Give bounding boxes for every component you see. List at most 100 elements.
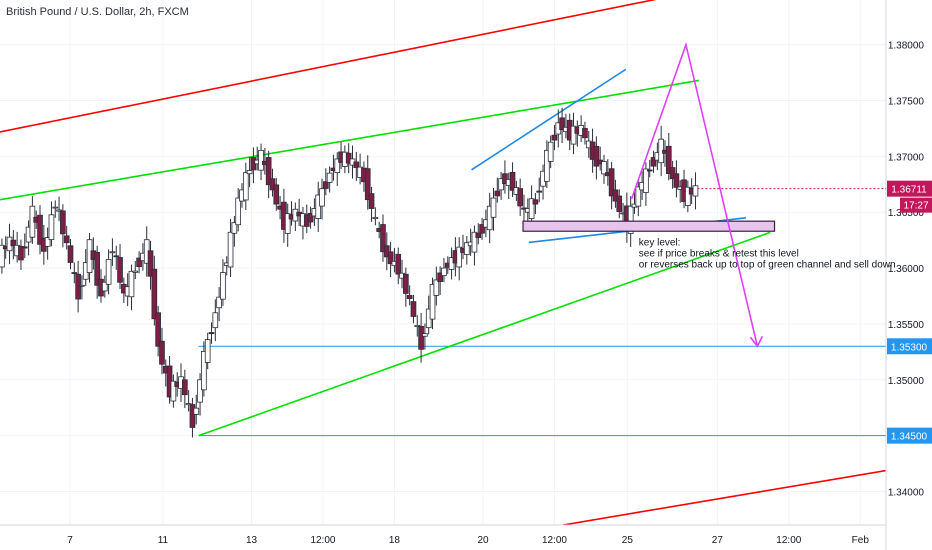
candle-body bbox=[10, 239, 17, 247]
candle-body bbox=[128, 270, 135, 298]
candle-body bbox=[79, 284, 85, 287]
candle-body bbox=[635, 186, 642, 207]
countdown-label: 17:27 bbox=[903, 201, 928, 212]
candle-body bbox=[322, 181, 329, 189]
candle-body bbox=[582, 128, 588, 139]
candle-body bbox=[170, 380, 177, 402]
annotation-line: key level: bbox=[639, 238, 681, 249]
candle-body bbox=[418, 325, 424, 350]
candle-body bbox=[189, 404, 196, 428]
candle-body bbox=[692, 185, 699, 197]
projection-path bbox=[630, 41, 759, 347]
candle-body bbox=[132, 270, 139, 273]
candle-body bbox=[0, 244, 5, 268]
candle-body bbox=[433, 279, 440, 296]
candle-body bbox=[490, 197, 497, 218]
candle-body bbox=[364, 168, 371, 201]
candle-body bbox=[509, 171, 516, 191]
candle-body bbox=[536, 190, 543, 193]
trendline bbox=[562, 469, 886, 525]
candle-body bbox=[395, 253, 402, 275]
candle-body bbox=[685, 186, 691, 206]
candle-body bbox=[67, 245, 74, 263]
candle-body bbox=[406, 295, 413, 299]
y-tick-label: 1.37000 bbox=[888, 152, 925, 163]
countdown-badge bbox=[900, 197, 932, 213]
candle-body bbox=[273, 184, 280, 205]
candle-body bbox=[201, 351, 207, 391]
candle-body bbox=[326, 172, 333, 183]
candle-body bbox=[18, 245, 24, 261]
candle-body bbox=[673, 173, 680, 188]
candle-body bbox=[608, 168, 615, 197]
candle-body bbox=[544, 149, 550, 182]
current-price-label: 1.36711 bbox=[891, 185, 927, 196]
x-tick-label: 13 bbox=[246, 535, 258, 546]
candle-body bbox=[353, 161, 360, 168]
candle-body bbox=[498, 178, 504, 191]
y-tick-label: 1.35500 bbox=[888, 320, 925, 331]
candle-body bbox=[372, 216, 379, 219]
candle-body bbox=[665, 145, 672, 174]
candle-body bbox=[159, 340, 165, 365]
y-tick-label: 1.37500 bbox=[888, 97, 925, 108]
annotation: key level:see if price breaks & retest t… bbox=[639, 238, 896, 271]
x-tick-label: Feb bbox=[852, 535, 870, 546]
candle-body bbox=[71, 272, 78, 274]
candle-body bbox=[612, 189, 619, 202]
candle-body bbox=[410, 301, 417, 317]
key-level-rectangle bbox=[522, 220, 776, 232]
candle-body bbox=[197, 379, 203, 403]
x-tick-label: 20 bbox=[477, 535, 489, 546]
candle-body bbox=[105, 259, 112, 285]
chart-title: British Pound / U.S. Dollar, 2h, FXCM bbox=[6, 6, 189, 18]
candle-body bbox=[113, 255, 120, 258]
levels-layer bbox=[198, 345, 886, 437]
candle-body bbox=[48, 214, 55, 241]
candle-body bbox=[208, 332, 215, 335]
x-tick-label: 12:00 bbox=[310, 535, 335, 546]
x-tick-label: 11 bbox=[158, 535, 169, 546]
candle-body bbox=[319, 188, 325, 207]
candle-body bbox=[147, 250, 154, 277]
candle-body bbox=[547, 141, 554, 162]
candle-body bbox=[52, 206, 59, 209]
candle-body bbox=[193, 407, 200, 415]
candle-body bbox=[570, 125, 577, 145]
candle-body bbox=[471, 231, 478, 253]
axis-labels: 1.35300 1.34500 1.36711 17:27 bbox=[697, 180, 932, 444]
level-price-label: 1.34500 bbox=[891, 432, 928, 443]
candle-body bbox=[383, 245, 390, 258]
candle-body bbox=[60, 210, 66, 235]
candle-body bbox=[559, 117, 565, 131]
candle-body bbox=[242, 172, 249, 201]
y-tick-label: 1.38000 bbox=[888, 41, 925, 52]
trendline bbox=[198, 231, 771, 437]
candle-body bbox=[368, 193, 375, 209]
y-tick-label: 1.34000 bbox=[888, 487, 925, 498]
projection-arrowhead bbox=[749, 335, 764, 348]
y-tick-label: 1.36500 bbox=[888, 208, 925, 219]
annotation-line: see if price breaks & retest this level bbox=[639, 249, 799, 260]
candle-body bbox=[448, 257, 455, 270]
candle-body bbox=[94, 252, 101, 286]
time-axis[interactable]: 7 11 13 12:00 18 20 12:00 25 27 12:00 Feb bbox=[67, 535, 869, 546]
candle-body bbox=[345, 152, 352, 164]
candle-body bbox=[551, 134, 558, 141]
candle-body bbox=[601, 161, 607, 175]
candle-body bbox=[204, 339, 211, 363]
x-tick-label: 27 bbox=[712, 535, 724, 546]
candle-body bbox=[185, 403, 192, 406]
candle-body bbox=[387, 251, 394, 265]
candle-body bbox=[380, 224, 386, 253]
candle-body bbox=[21, 246, 28, 249]
candle-body bbox=[643, 168, 649, 193]
candle-body bbox=[532, 199, 539, 205]
trendline bbox=[0, 0, 657, 133]
trendlines-layer bbox=[0, 0, 886, 525]
annotation-line: or reverses back up to top of green chan… bbox=[639, 260, 896, 271]
x-tick-label: 12:00 bbox=[776, 535, 801, 546]
current-price-badge bbox=[887, 180, 932, 197]
candle-body bbox=[246, 170, 253, 175]
